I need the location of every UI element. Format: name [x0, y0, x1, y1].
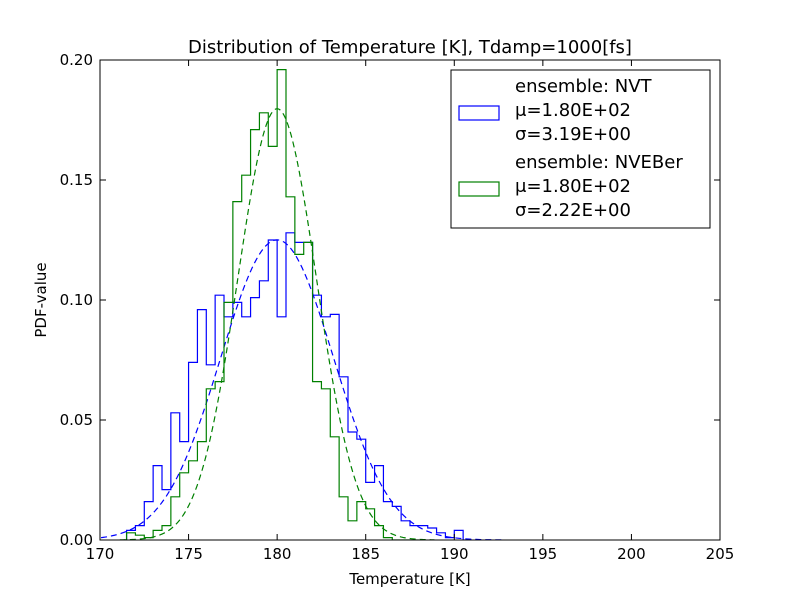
legend-swatch-0: [458, 105, 500, 121]
y-axis-label: PDF-value: [32, 262, 50, 337]
chart-title: Distribution of Temperature [K], Tdamp=1…: [188, 37, 632, 58]
legend-label: σ=2.22E+00: [515, 200, 631, 221]
x-tick-label: 205: [706, 545, 735, 563]
y-tick-label: 0.00: [60, 531, 93, 549]
x-axis-label: Temperature [K]: [348, 570, 470, 588]
x-tick-label: 185: [351, 545, 380, 563]
x-tick-label: 180: [263, 545, 292, 563]
legend-swatch-1: [458, 181, 500, 197]
plot-area: 170 175 180 185 190 195 200 205 0.00 0.05 0.10 0.15…: [60, 51, 735, 563]
legend-label: ensemble: NVEBer: [515, 152, 683, 173]
legend: ensemble: NVT μ=1.80E+02 σ=3.19E+00 ensembl…: [450, 69, 711, 229]
histogram-series-1: [125, 69, 419, 540]
legend-label: ensemble: NVT: [515, 76, 653, 97]
fit-curve-1: [119, 108, 435, 540]
x-tick-label: 175: [174, 545, 203, 563]
legend-label: μ=1.80E+02: [515, 100, 631, 121]
x-tick-label: 195: [529, 545, 558, 563]
y-tick-label: 0.10: [60, 291, 93, 309]
y-tick-label: 0.20: [60, 51, 93, 69]
legend-label: σ=3.19E+00: [515, 124, 631, 145]
x-tick-label: 170: [86, 545, 115, 563]
y-tick-label: 0.15: [60, 171, 93, 189]
legend-label: μ=1.80E+02: [515, 176, 631, 197]
series-layer: [100, 69, 504, 540]
y-tick-label: 0.05: [60, 411, 93, 429]
fit-curve-0: [100, 239, 504, 540]
x-tick-label: 200: [617, 545, 646, 563]
legend-box: [450, 69, 711, 229]
x-tick-label: 190: [440, 545, 469, 563]
